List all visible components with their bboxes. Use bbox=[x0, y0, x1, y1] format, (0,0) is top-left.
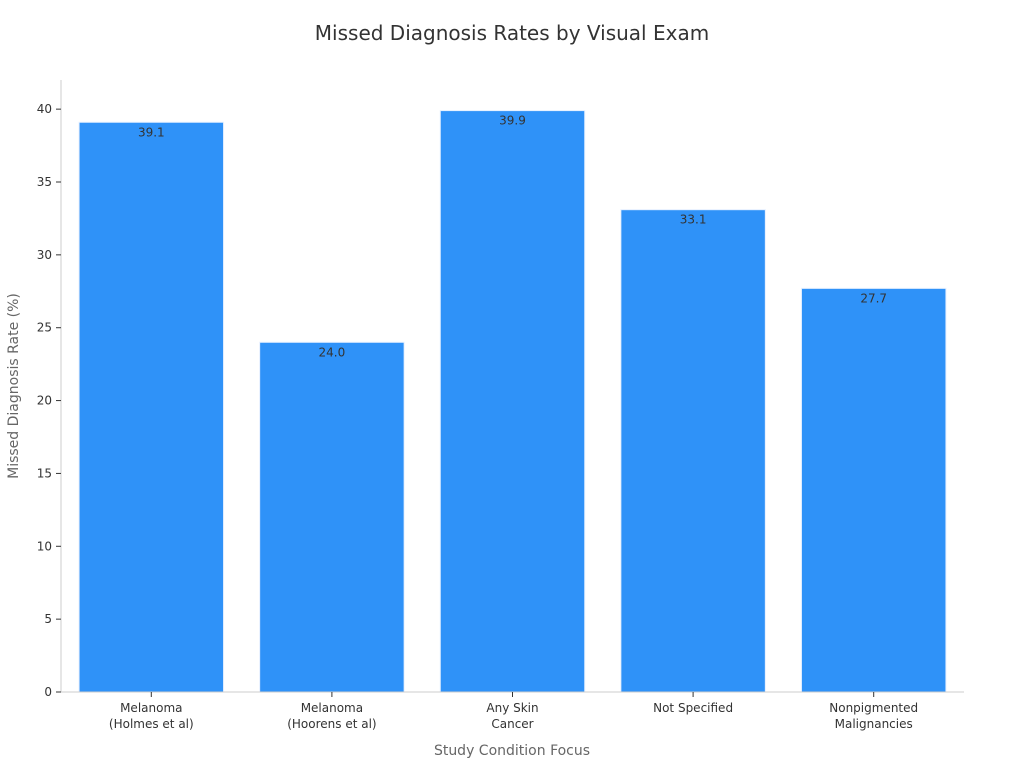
x-tick-label: Any Skin Cancer bbox=[486, 701, 538, 731]
bar bbox=[439, 110, 586, 693]
bar bbox=[78, 121, 225, 693]
data-label: 39.9 bbox=[499, 114, 526, 128]
bar bbox=[800, 287, 947, 693]
x-tick-label: Melanoma (Hoorens et al) bbox=[287, 701, 376, 731]
y-axis-title: Missed Diagnosis Rate (%) bbox=[6, 293, 22, 479]
bar bbox=[620, 209, 766, 693]
y-tick-label: 10 bbox=[37, 539, 52, 553]
y-tick-label: 0 bbox=[44, 685, 52, 699]
x-tick-label: Nonpigmented Malignancies bbox=[829, 701, 918, 731]
data-label: 24.0 bbox=[319, 345, 346, 359]
y-tick-label: 35 bbox=[37, 175, 52, 189]
y-tick-label: 5 bbox=[44, 612, 52, 626]
data-label: 33.1 bbox=[680, 213, 707, 227]
y-tick-label: 40 bbox=[37, 102, 52, 116]
data-labels: 39.1 24.0 39.9 33.1 27.7 bbox=[138, 114, 887, 360]
y-axis: 0 5 10 15 20 25 30 35 40 bbox=[37, 80, 62, 699]
x-tick-label: Not Specified bbox=[653, 701, 733, 715]
y-tick-label: 30 bbox=[37, 248, 52, 262]
y-tick-label: 25 bbox=[37, 321, 52, 335]
data-label: 27.7 bbox=[860, 291, 887, 305]
y-tick-label: 15 bbox=[37, 466, 52, 480]
data-label: 39.1 bbox=[138, 125, 165, 139]
x-axis-title: Study Condition Focus bbox=[434, 743, 590, 759]
bar bbox=[259, 341, 405, 693]
bars bbox=[78, 110, 947, 693]
chart-title: Missed Diagnosis Rates by Visual Exam bbox=[315, 21, 709, 45]
y-tick-label: 20 bbox=[37, 394, 52, 408]
x-axis: Melanoma (Holmes et al) Melanoma (Hoorens e… bbox=[61, 691, 964, 731]
x-tick-label: Melanoma (Holmes et al) bbox=[109, 701, 194, 731]
